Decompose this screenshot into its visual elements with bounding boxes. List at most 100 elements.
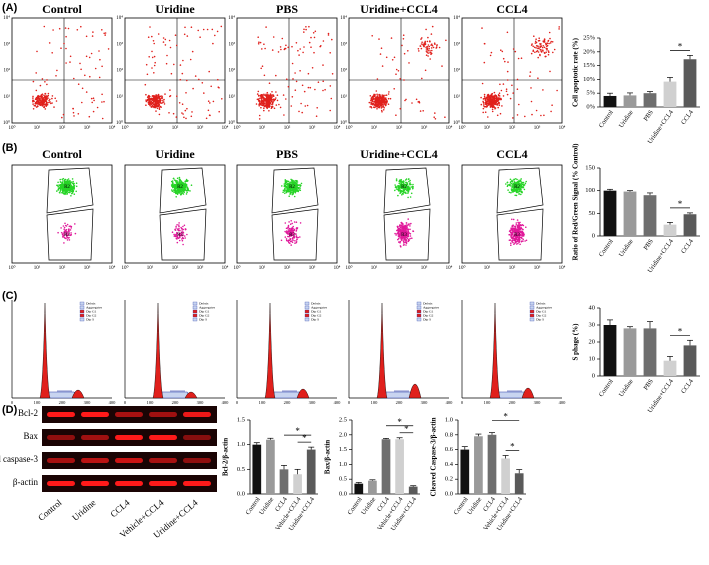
flow-dot [322,40,325,42]
flow-dot [484,111,487,113]
flow-dot [58,27,61,30]
flow-dot [496,114,499,117]
flow-dot [261,48,263,50]
flow-dot [38,103,41,105]
flow-dot [266,94,269,97]
flow-dot [290,230,292,232]
flow-dot [43,25,46,28]
flow-axis-label: 10³ [4,41,11,47]
flow-dot [550,40,552,43]
group-title: Uridine+CCL4 [360,147,438,161]
flow-dot [176,185,178,187]
flow-dot [299,70,301,72]
flow-dot [73,193,76,195]
flow-dot [32,80,35,83]
flow-dot [298,110,300,113]
flow-dot [70,185,73,187]
flow-dot [525,180,527,183]
flow-dot [71,192,73,195]
flow-dot [71,178,74,180]
flow-dot [155,110,157,112]
flow-dot [498,104,501,107]
flow-dot [180,233,182,235]
flow-dot [548,31,551,34]
flow-dot [286,185,288,188]
flow-dot [488,98,491,100]
flow-dot [529,75,531,77]
flow-dot [492,100,494,103]
legend-swatch [192,301,198,306]
flow-dot [55,75,57,77]
flow-dot [375,90,378,92]
flow-dot [32,99,34,102]
y-axis-title: S phage (%) [572,323,580,361]
flow-dot [376,95,379,97]
flow-dot [425,54,428,56]
flow-dot [524,240,526,242]
flow-dot [546,47,548,50]
flow-dot [52,29,54,31]
flow-dot [537,51,540,53]
flow-dot [552,51,554,54]
flow-dot [50,102,52,105]
flow-dot [294,182,297,184]
flow-dot [402,181,404,183]
flow-dot [289,229,291,232]
flow-dot [444,116,446,118]
flow-dot [500,49,502,51]
flow-dot [288,221,290,223]
flow-dot [382,109,385,111]
flow-dot [148,103,150,105]
flow-dot [36,105,39,107]
flow-dot [407,240,410,242]
flow-dot [424,43,427,45]
flow-dot [402,38,405,40]
flow-dot [175,233,177,236]
flow-dot [220,25,223,28]
flow-dot [372,98,374,101]
flow-dot [518,223,520,225]
flow-dot [85,55,88,58]
flow-dot [541,46,544,49]
flow-dot [191,111,193,113]
flow-dot [508,191,511,194]
flow-dot [181,238,183,240]
flow-dot [381,65,384,67]
flow-dot [295,230,298,232]
flow-dot [35,98,38,101]
flow-dot [387,93,390,95]
flow-dot [516,78,519,81]
flow-dot [512,218,515,221]
flow-axis-label: 10⁴ [559,265,566,271]
flow-dot [394,189,396,192]
flow-dot [547,50,550,52]
flow-dot [287,46,290,49]
flow-dot [298,54,300,56]
flow-dot [162,100,164,102]
flow-dot [404,192,407,194]
flow-dot [45,105,47,107]
flow-dot [260,97,263,99]
protein-label: Bax [24,431,39,441]
flow-dot [62,225,65,227]
bar [460,449,470,494]
flow-axis-label: 10⁰ [345,265,352,271]
flow-dot [295,235,298,237]
flow-dot [145,63,148,66]
protein-label: Bcl-2 [18,408,38,418]
flow-dot [176,241,179,244]
x-tick-label: PBS [642,238,655,252]
flow-dot [397,226,399,228]
flow-dot [306,104,309,107]
flow-dot [402,193,405,195]
flow-dot [292,189,295,192]
hist-tick-label: 100 [371,400,379,405]
flow-dot [61,182,63,185]
flow-dot [153,100,155,103]
bar [266,439,275,494]
flow-dot [384,103,386,105]
flow-dot [66,190,68,192]
flow-dot [101,29,103,31]
flow-dot [192,87,194,90]
flow-dot [411,237,413,239]
